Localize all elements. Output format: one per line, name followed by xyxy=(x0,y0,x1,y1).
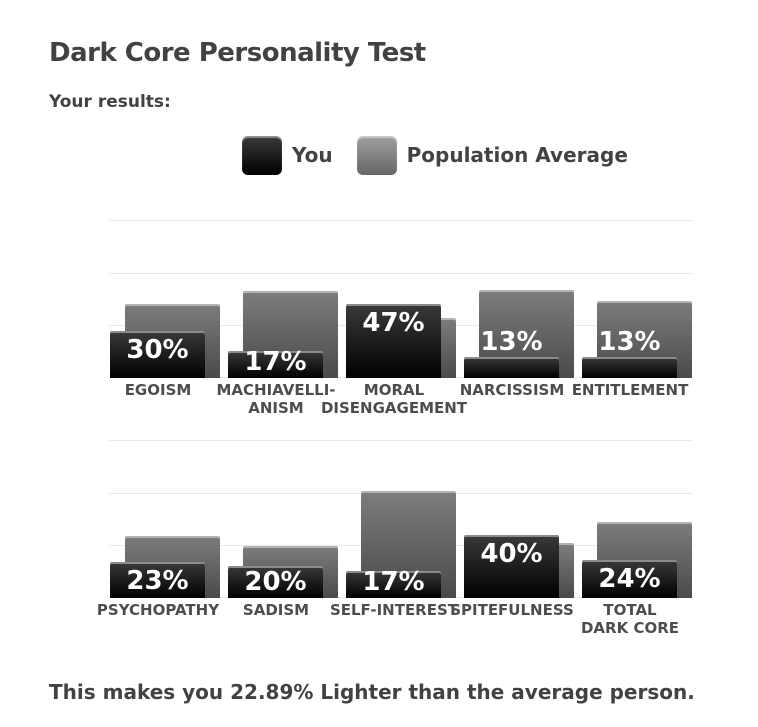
chart-cell-moral-disengagement: 47% MORAL DISENGAGEMENT xyxy=(321,220,467,417)
percent-label: 24% xyxy=(598,564,661,594)
you-bar xyxy=(228,566,323,598)
category-label-narcissism: NARCISSISM xyxy=(459,381,565,399)
chart-cell-egoism: 30% EGOISM xyxy=(110,220,228,399)
you-bar xyxy=(582,357,677,378)
percent-label: 13% xyxy=(480,327,543,357)
chart-cell-psychopathy: 23% PSYCHOPATHY xyxy=(97,440,228,619)
percent-label: 20% xyxy=(244,567,307,597)
you-bar xyxy=(582,560,677,598)
category-label-machiavelli-anism: MACHIAVELLI- ANISM xyxy=(216,381,336,417)
category-label-entitlement: ENTITLEMENT xyxy=(571,381,689,399)
category-label-moral-disengagement: MORAL DISENGAGEMENT xyxy=(320,381,468,417)
gridline xyxy=(109,273,693,274)
you-bar xyxy=(464,357,559,378)
chart-cell-spitefulness: 40% SPITEFULNESS xyxy=(450,440,582,619)
legend: You Population Average xyxy=(242,135,652,175)
percent-label: 23% xyxy=(126,566,189,596)
chart-cell-machiavelli-anism: 17% MACHIAVELLI- ANISM xyxy=(216,220,346,417)
legend-you-label: You xyxy=(292,143,333,167)
population-average-swatch-icon xyxy=(356,135,397,175)
percent-label: 30% xyxy=(126,335,189,365)
percent-label: 17% xyxy=(244,347,307,377)
chart-cell-sadism: 20% SADISM xyxy=(228,440,346,619)
chart-row-traits-1: 30% EGOISM 17% MACHIAVELLI- ANISM 47% MORAL D… xyxy=(109,220,694,417)
category-label-sadism: SADISM xyxy=(242,601,310,619)
category-label-total-dark-core: TOTAL DARK CORE xyxy=(580,601,679,637)
category-label-psychopathy: PSYCHOPATHY xyxy=(96,601,220,619)
percent-label: 40% xyxy=(480,539,543,569)
results-subtitle: Your results: xyxy=(49,92,171,112)
category-label-egoism: EGOISM xyxy=(124,381,192,399)
you-bar xyxy=(346,304,441,378)
gridline xyxy=(109,220,693,221)
you-bar xyxy=(346,571,441,598)
percent-label: 13% xyxy=(598,327,661,357)
category-label-self-interest: SELF-INTEREST xyxy=(329,601,459,619)
chart-cell-self-interest: 17% SELF-INTEREST xyxy=(330,440,464,619)
you-swatch-icon xyxy=(242,135,282,175)
chart-cell-narcissism: 13% NARCISSISM xyxy=(460,220,582,399)
category-label-spitefulness: SPITEFULNESS xyxy=(450,601,574,619)
you-bar xyxy=(110,562,205,598)
summary-text: This makes you 22.89% Lighter than the a… xyxy=(49,680,695,704)
chart-row-traits-2: 23% PSYCHOPATHY 20% SADISM 17% SELF-INTEREST 4… xyxy=(97,440,694,637)
you-bar xyxy=(110,331,205,378)
chart-cell-entitlement: 13% ENTITLEMENT xyxy=(572,220,700,399)
percent-label: 47% xyxy=(362,308,425,338)
legend-population-label: Population Average xyxy=(406,143,628,167)
percent-label: 17% xyxy=(362,567,425,597)
you-bar xyxy=(228,351,323,378)
gridline xyxy=(109,440,693,441)
page-title: Dark Core Personality Test xyxy=(49,38,426,68)
you-bar xyxy=(464,535,559,598)
chart-cell-total-dark-core: 24% TOTAL DARK CORE xyxy=(581,440,700,637)
